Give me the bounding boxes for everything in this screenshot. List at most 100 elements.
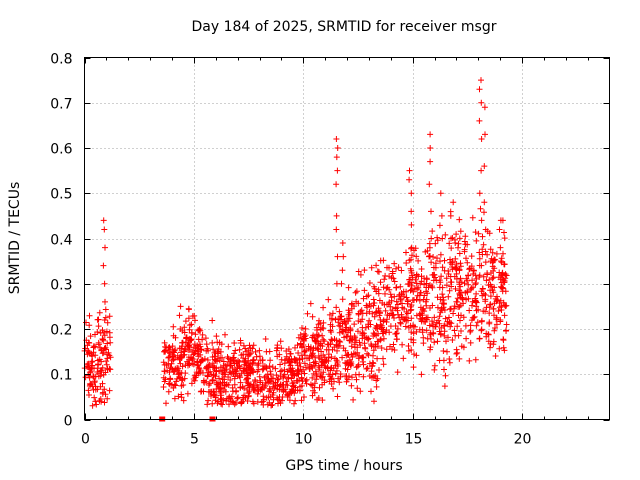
data-point bbox=[260, 365, 267, 372]
data-point bbox=[470, 271, 477, 277]
data-point bbox=[376, 297, 383, 304]
data-point bbox=[344, 333, 351, 340]
data-point bbox=[237, 365, 244, 372]
data-point bbox=[188, 330, 195, 336]
data-point bbox=[482, 298, 489, 305]
data-point bbox=[287, 388, 294, 395]
data-point bbox=[346, 315, 353, 322]
data-point bbox=[86, 392, 92, 398]
data-point bbox=[465, 272, 472, 279]
data-point bbox=[86, 366, 93, 373]
data-point bbox=[310, 370, 317, 377]
data-point bbox=[490, 341, 497, 348]
data-point bbox=[370, 360, 377, 367]
data-point bbox=[266, 388, 273, 395]
data-point bbox=[100, 329, 107, 336]
data-point bbox=[376, 268, 382, 275]
data-point bbox=[418, 371, 425, 378]
data-point bbox=[209, 354, 216, 360]
data-point bbox=[96, 370, 102, 377]
data-point bbox=[456, 291, 463, 298]
spike-point bbox=[478, 99, 485, 106]
data-point bbox=[410, 364, 417, 371]
data-point bbox=[397, 320, 404, 327]
data-point bbox=[262, 379, 269, 386]
data-point bbox=[179, 363, 186, 370]
data-point bbox=[334, 347, 340, 354]
data-point bbox=[360, 373, 367, 380]
data-point bbox=[500, 344, 507, 351]
data-point bbox=[441, 366, 447, 373]
data-point bbox=[104, 319, 111, 326]
data-point bbox=[473, 299, 480, 306]
data-point bbox=[219, 370, 226, 376]
data-point bbox=[231, 340, 238, 346]
data-point bbox=[332, 316, 339, 323]
spike-point bbox=[333, 181, 340, 188]
data-point bbox=[456, 250, 463, 257]
data-point bbox=[319, 358, 326, 365]
data-point bbox=[269, 364, 276, 371]
data-point bbox=[368, 388, 374, 395]
spike-point bbox=[449, 258, 456, 265]
data-point bbox=[464, 289, 471, 296]
data-point bbox=[231, 350, 238, 357]
data-point bbox=[325, 351, 332, 358]
data-point bbox=[233, 399, 239, 406]
data-point bbox=[254, 390, 261, 397]
data-point bbox=[448, 245, 455, 252]
data-point bbox=[414, 292, 421, 299]
data-point bbox=[99, 327, 106, 334]
data-point bbox=[472, 356, 479, 363]
spike-point bbox=[408, 190, 415, 197]
data-point bbox=[446, 240, 453, 247]
data-point bbox=[427, 305, 433, 311]
data-point bbox=[382, 307, 389, 314]
data-point bbox=[500, 337, 507, 344]
data-point bbox=[160, 359, 167, 366]
data-point bbox=[230, 354, 237, 361]
data-point bbox=[326, 378, 333, 385]
data-point bbox=[348, 351, 355, 358]
data-point bbox=[463, 335, 470, 342]
data-point bbox=[107, 354, 114, 361]
data-point bbox=[85, 339, 92, 346]
data-point bbox=[179, 339, 185, 346]
data-point bbox=[468, 253, 475, 260]
data-point bbox=[286, 397, 293, 404]
data-point bbox=[234, 372, 241, 379]
data-point bbox=[247, 370, 254, 377]
data-point bbox=[301, 394, 307, 400]
data-point bbox=[473, 322, 480, 329]
data-point bbox=[236, 346, 243, 353]
data-point bbox=[493, 250, 500, 257]
data-point bbox=[172, 382, 179, 389]
data-point bbox=[434, 338, 441, 345]
data-point bbox=[204, 373, 211, 380]
data-point bbox=[171, 395, 178, 402]
spike-point bbox=[427, 158, 434, 165]
data-point bbox=[161, 368, 168, 375]
data-point bbox=[440, 300, 447, 307]
data-point bbox=[404, 298, 411, 305]
spike-point bbox=[334, 167, 341, 174]
data-point bbox=[456, 355, 463, 362]
data-point bbox=[480, 308, 487, 315]
data-point bbox=[217, 388, 224, 395]
data-point bbox=[501, 261, 507, 268]
data-point bbox=[267, 357, 274, 364]
data-point bbox=[178, 345, 185, 352]
data-point bbox=[477, 205, 484, 212]
data-point bbox=[274, 353, 281, 360]
data-point bbox=[219, 354, 225, 361]
data-point bbox=[419, 306, 426, 313]
data-point bbox=[227, 369, 234, 376]
data-point bbox=[85, 348, 92, 355]
data-point bbox=[201, 379, 208, 386]
spike-point bbox=[177, 303, 184, 310]
data-point bbox=[479, 292, 486, 299]
data-point bbox=[252, 377, 258, 383]
data-point bbox=[360, 330, 367, 337]
data-point bbox=[294, 360, 301, 366]
spike-point bbox=[100, 262, 107, 269]
